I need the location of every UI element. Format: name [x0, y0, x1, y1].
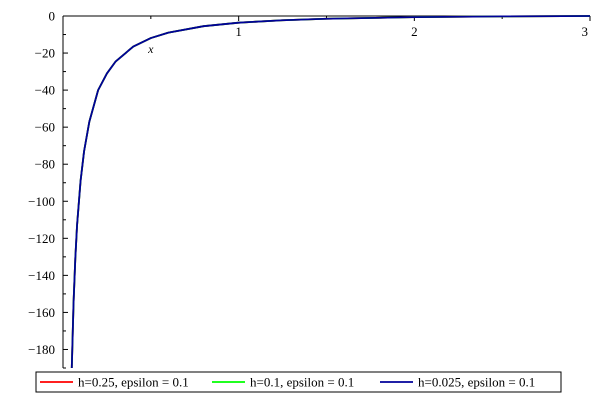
- series-line-2: [70, 15, 591, 368]
- legend: h=0.25, epsilon = 0.1 h=0.1, epsilon = 0.…: [35, 371, 562, 393]
- x-tick-label: 2: [411, 24, 418, 39]
- y-tick-label: −120: [28, 231, 55, 246]
- legend-label-3: h=0.025, epsilon = 0.1: [418, 375, 535, 390]
- y-tick-label: −100: [28, 194, 55, 209]
- y-tick-label: 0: [49, 9, 56, 24]
- series-line-3: [70, 15, 591, 368]
- series-lines: [70, 15, 591, 368]
- y-tick-label: −80: [35, 157, 55, 172]
- y-tick-label: −20: [35, 46, 55, 61]
- x-tick-label: 3: [582, 24, 589, 39]
- x-axis-label: x: [147, 42, 154, 56]
- y-tick-label: −160: [28, 305, 55, 320]
- y-axis-ticks: 0 −20 −40 −60 −80 −100 −120 −140 −160 −180: [28, 9, 68, 369]
- x-axis-ticks: 1 2 3: [150, 16, 591, 39]
- y-tick-label: −180: [28, 342, 55, 357]
- legend-label-2: h=0.1, epsilon = 0.1: [250, 375, 354, 390]
- legend-label-1: h=0.25, epsilon = 0.1: [78, 375, 189, 390]
- legend-box: [35, 371, 562, 393]
- series-line-1: [70, 15, 591, 368]
- y-tick-label: −40: [35, 83, 55, 98]
- y-tick-label: −60: [35, 120, 55, 135]
- x-tick-label: 1: [235, 24, 242, 39]
- y-tick-label: −140: [28, 268, 55, 283]
